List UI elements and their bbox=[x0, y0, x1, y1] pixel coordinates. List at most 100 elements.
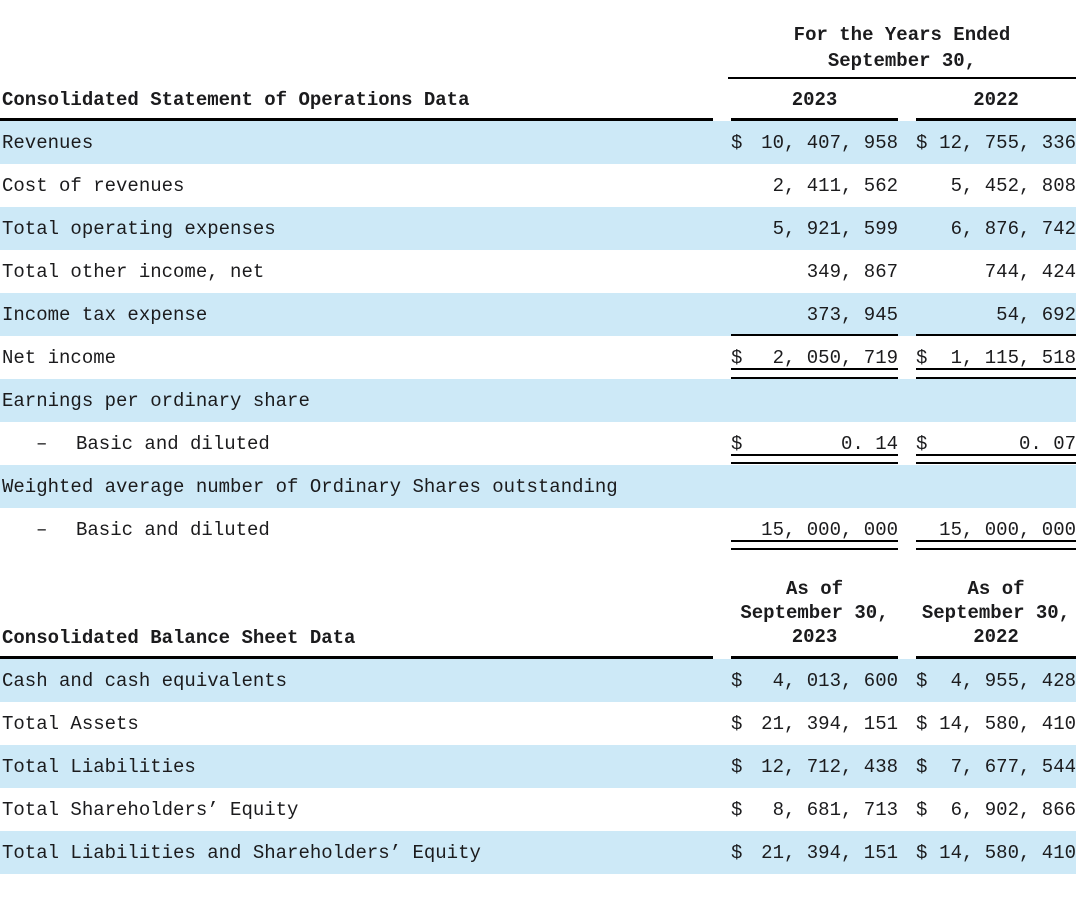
dollar-sign: $ bbox=[916, 841, 928, 864]
row-label: Total Shareholders’ Equity bbox=[2, 798, 299, 821]
asof-line3: 2022 bbox=[973, 626, 1019, 648]
value-2022: 5, 452, 808 bbox=[916, 164, 1076, 207]
cell-value: 0. 07 bbox=[1018, 432, 1076, 455]
cell-value: 2, 411, 562 bbox=[772, 174, 898, 197]
dollar-sign: $ bbox=[916, 669, 928, 692]
value-2022: $14, 580, 410 bbox=[916, 831, 1076, 874]
table-row: – Basic and diluted 15, 000, 000 15, 000,… bbox=[0, 508, 1076, 551]
dollar-sign: $ bbox=[731, 346, 743, 369]
cell-value: 1, 115, 518 bbox=[950, 346, 1076, 369]
table-row: Revenues $10, 407, 958 $12, 755, 336 bbox=[0, 121, 1076, 164]
period-line1: For the Years Ended bbox=[793, 24, 1011, 46]
row-label: – Basic and diluted bbox=[0, 433, 713, 455]
row-label: Total Liabilities and Shareholders’ Equi… bbox=[2, 841, 481, 864]
row-label: Income tax expense bbox=[2, 303, 208, 326]
cell-value: 15, 000, 000 bbox=[761, 518, 898, 541]
value-2023: $4, 013, 600 bbox=[731, 659, 898, 702]
value-2023 bbox=[731, 465, 898, 508]
asof-line1: As of bbox=[967, 578, 1025, 600]
dollar-sign: $ bbox=[916, 131, 928, 154]
asof-line3: 2023 bbox=[791, 626, 838, 648]
financial-statements-page: For the Years Ended September 30, Consol… bbox=[0, 22, 1076, 874]
cell-value: 744, 424 bbox=[984, 260, 1076, 283]
balance-sheet-section-title: Consolidated Balance Sheet Data bbox=[0, 617, 713, 659]
value-2022: 54, 692 bbox=[916, 293, 1076, 336]
value-2023: $0. 14 bbox=[731, 422, 898, 465]
row-label: Total other income, net bbox=[2, 260, 265, 283]
year-header-2023: 2023 bbox=[731, 79, 898, 121]
table-row: Weighted average number of Ordinary Shar… bbox=[0, 465, 1076, 508]
value-2023: 349, 867 bbox=[731, 250, 898, 293]
period-header: For the Years Ended September 30, bbox=[728, 22, 1076, 79]
row-label: Revenues bbox=[2, 131, 94, 154]
row-label-text: Basic and diluted bbox=[76, 518, 270, 541]
table-row: Total operating expenses 5, 921, 599 6, … bbox=[0, 207, 1076, 250]
value-2023: 2, 411, 562 bbox=[731, 164, 898, 207]
value-2023 bbox=[731, 379, 898, 422]
cell-value: 5, 452, 808 bbox=[950, 174, 1076, 197]
cell-value: 6, 902, 866 bbox=[950, 798, 1076, 821]
cell-value: 8, 681, 713 bbox=[772, 798, 898, 821]
cell-value: 373, 945 bbox=[806, 303, 898, 326]
value-2023: $10, 407, 958 bbox=[731, 121, 898, 164]
value-2022: $7, 677, 544 bbox=[916, 745, 1076, 788]
table-row: Total Shareholders’ Equity $8, 681, 713 … bbox=[0, 788, 1076, 831]
cell-value: 7, 677, 544 bbox=[950, 755, 1076, 778]
value-2022: $12, 755, 336 bbox=[916, 121, 1076, 164]
value-2023: $12, 712, 438 bbox=[731, 745, 898, 788]
value-2022: 6, 876, 742 bbox=[916, 207, 1076, 250]
row-label: Earnings per ordinary share bbox=[2, 389, 310, 412]
operations-table: For the Years Ended September 30, Consol… bbox=[0, 22, 1076, 551]
value-2023: $21, 394, 151 bbox=[731, 702, 898, 745]
cell-value: 12, 755, 336 bbox=[939, 131, 1076, 154]
dollar-sign: $ bbox=[916, 712, 928, 735]
table-row: Cost of revenues 2, 411, 562 5, 452, 808 bbox=[0, 164, 1076, 207]
cell-value: 4, 955, 428 bbox=[950, 669, 1076, 692]
value-2023: 15, 000, 000 bbox=[731, 508, 898, 551]
row-label: Weighted average number of Ordinary Shar… bbox=[2, 475, 618, 498]
row-label: Total Liabilities bbox=[2, 755, 196, 778]
value-2023: $2, 050, 719 bbox=[731, 336, 898, 379]
year-header-2022: 2022 bbox=[916, 79, 1076, 121]
cell-value: 54, 692 bbox=[996, 303, 1076, 326]
cell-value: 21, 394, 151 bbox=[761, 712, 898, 735]
dollar-sign: $ bbox=[916, 432, 928, 455]
value-2023: 373, 945 bbox=[731, 293, 898, 336]
cell-value: 14, 580, 410 bbox=[939, 841, 1076, 864]
dollar-sign: $ bbox=[731, 841, 743, 864]
table-row: Total Assets $21, 394, 151 $14, 580, 410 bbox=[0, 702, 1076, 745]
asof-header-2023: As of September 30, 2023 bbox=[731, 577, 898, 659]
value-2022 bbox=[916, 465, 1076, 508]
cell-value: 349, 867 bbox=[806, 260, 898, 283]
balance-sheet-table: Consolidated Balance Sheet Data As of Se… bbox=[0, 577, 1076, 874]
asof-line2: September 30, bbox=[921, 602, 1071, 624]
cell-value: 6, 876, 742 bbox=[950, 217, 1076, 240]
row-label: Total operating expenses bbox=[2, 217, 276, 240]
row-label: – Basic and diluted bbox=[0, 519, 713, 541]
value-2023: 5, 921, 599 bbox=[731, 207, 898, 250]
value-2023: $8, 681, 713 bbox=[731, 788, 898, 831]
table-row: Earnings per ordinary share bbox=[0, 379, 1076, 422]
asof-header-2022: As of September 30, 2022 bbox=[916, 577, 1076, 659]
table-row: Total Liabilities $12, 712, 438 $7, 677,… bbox=[0, 745, 1076, 788]
value-2022: $14, 580, 410 bbox=[916, 702, 1076, 745]
balance-sheet-header-row: Consolidated Balance Sheet Data As of Se… bbox=[0, 577, 1076, 659]
value-2022: $1, 115, 518 bbox=[916, 336, 1076, 379]
operations-section-title: Consolidated Statement of Operations Dat… bbox=[0, 79, 713, 121]
row-label-text: Basic and diluted bbox=[76, 432, 270, 455]
value-2022: $6, 902, 866 bbox=[916, 788, 1076, 831]
value-2022: 744, 424 bbox=[916, 250, 1076, 293]
dollar-sign: $ bbox=[916, 798, 928, 821]
dollar-sign: $ bbox=[731, 712, 743, 735]
value-2022: 15, 000, 000 bbox=[916, 508, 1076, 551]
operations-header-row: Consolidated Statement of Operations Dat… bbox=[0, 79, 1076, 121]
cell-value: 15, 000, 000 bbox=[939, 518, 1076, 541]
row-label: Cost of revenues bbox=[2, 174, 185, 197]
cell-value: 0. 14 bbox=[840, 432, 898, 455]
dash-prefix: – bbox=[36, 432, 48, 455]
cell-value: 4, 013, 600 bbox=[772, 669, 898, 692]
asof-line2: September 30, bbox=[740, 602, 889, 624]
dollar-sign: $ bbox=[731, 432, 743, 455]
cell-value: 10, 407, 958 bbox=[761, 131, 898, 154]
dollar-sign: $ bbox=[731, 131, 743, 154]
